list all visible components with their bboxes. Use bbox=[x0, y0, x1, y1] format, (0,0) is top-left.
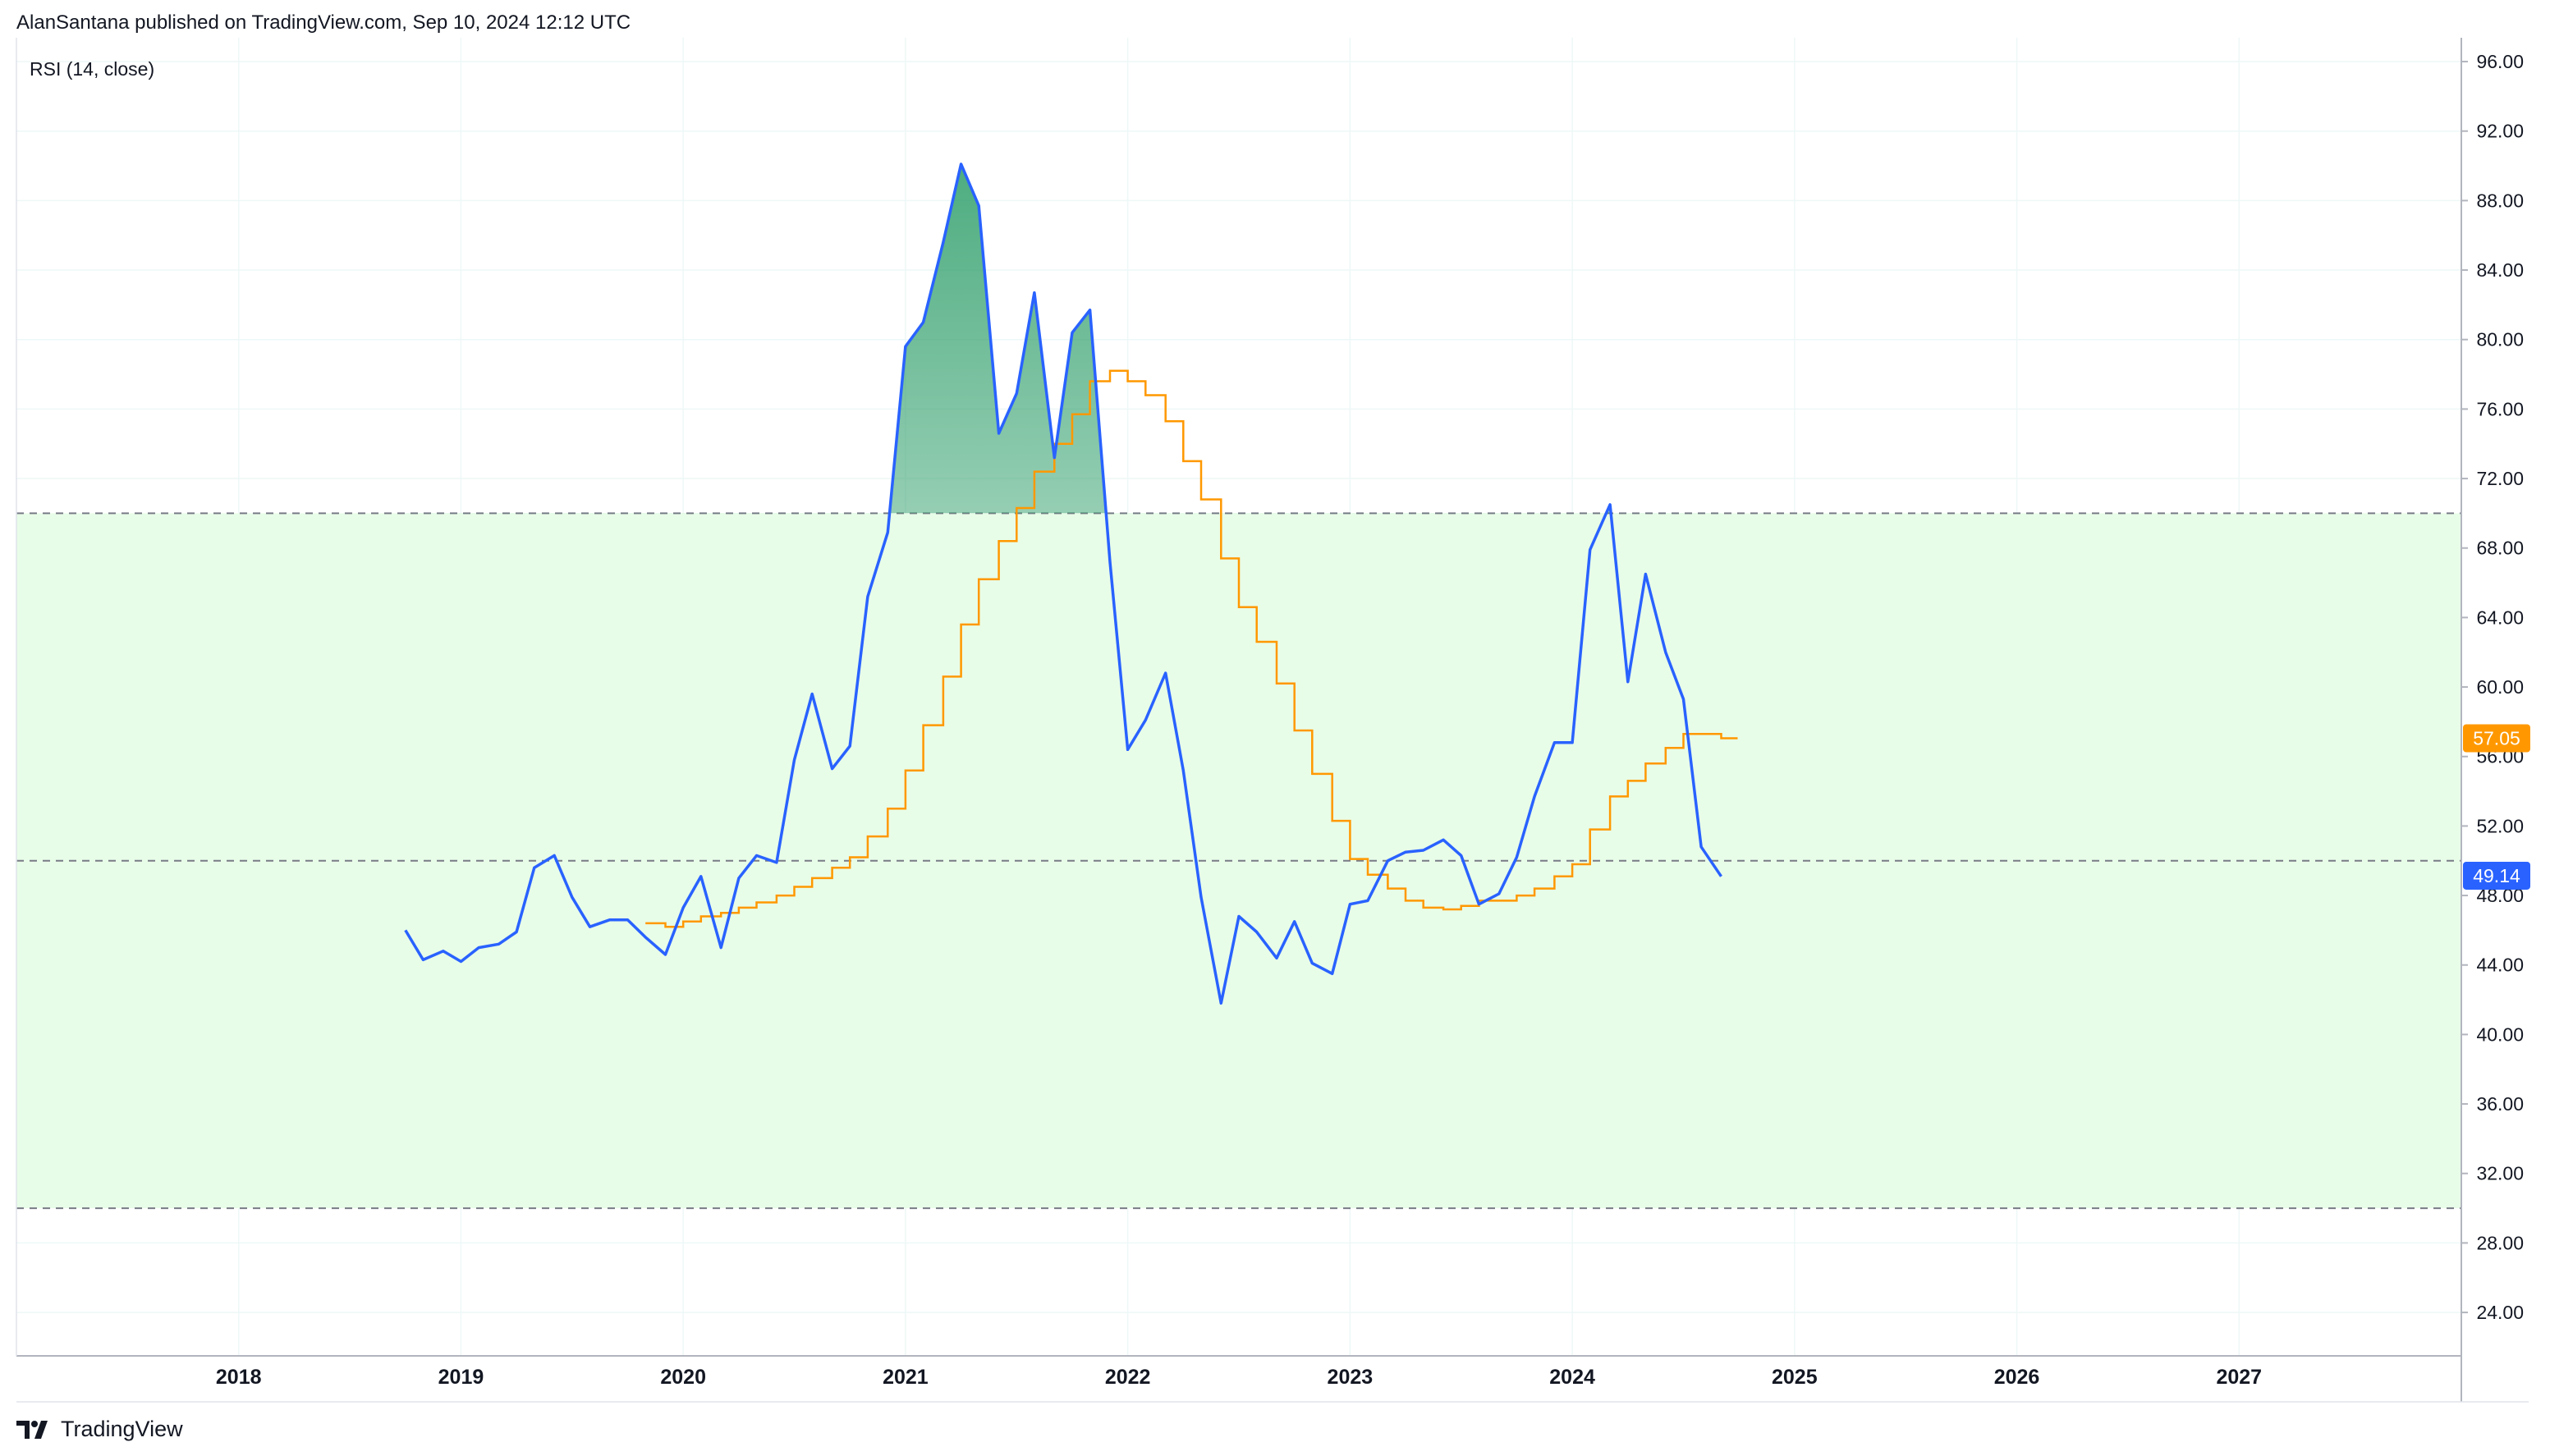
y-tick-label: 28.00 bbox=[2476, 1232, 2524, 1253]
y-tick-label: 84.00 bbox=[2476, 259, 2524, 281]
publisher-caption: AlanSantana published on TradingView.com… bbox=[16, 11, 631, 34]
x-tick-label: 2020 bbox=[660, 1366, 706, 1389]
rsi-line[interactable] bbox=[404, 163, 1722, 1005]
y-tick-label: 24.00 bbox=[2476, 1302, 2524, 1323]
last-value-tag-bg bbox=[2463, 724, 2530, 753]
x-tick-label: 2026 bbox=[1994, 1366, 2040, 1389]
y-tick-label: 52.00 bbox=[2476, 815, 2524, 836]
y-tick-label: 80.00 bbox=[2476, 329, 2524, 350]
y-tick-label: 44.00 bbox=[2476, 955, 2524, 976]
y-tick-label: 88.00 bbox=[2476, 190, 2524, 211]
axes bbox=[16, 38, 2529, 1403]
y-tick-label: 32.00 bbox=[2476, 1163, 2524, 1184]
tradingview-wordmark: TradingView bbox=[61, 1417, 183, 1441]
tradingview-logo-icon bbox=[16, 1420, 48, 1439]
x-tick-label: 2024 bbox=[1549, 1366, 1595, 1389]
last-value-tags: 57.05 49.14 bbox=[2463, 724, 2530, 890]
x-tick-label: 2022 bbox=[1105, 1366, 1151, 1389]
x-tick-label: 2018 bbox=[216, 1366, 262, 1389]
x-tick-label: 2025 bbox=[1772, 1366, 1818, 1389]
y-axis-ticks: 24.0028.0032.0036.0040.0044.0048.0052.00… bbox=[2461, 51, 2524, 1323]
y-tick-label: 68.00 bbox=[2476, 538, 2524, 559]
rsi-ma-line[interactable] bbox=[645, 369, 1738, 928]
band-lines bbox=[16, 512, 2461, 1210]
x-tick-label: 2021 bbox=[883, 1366, 929, 1389]
y-tick-label: 76.00 bbox=[2476, 398, 2524, 419]
x-tick-label: 2027 bbox=[2216, 1366, 2262, 1389]
last-value-tag-bg bbox=[2463, 861, 2530, 890]
y-tick-label: 64.00 bbox=[2476, 607, 2524, 628]
y-tick-label: 60.00 bbox=[2476, 676, 2524, 698]
x-tick-label: 2023 bbox=[1328, 1366, 1374, 1389]
last-value-tag-label: 57.05 bbox=[2473, 728, 2520, 749]
indicator-legend[interactable]: RSI (14, close) bbox=[30, 58, 154, 80]
x-tick-label: 2019 bbox=[438, 1366, 484, 1389]
y-tick-label: 92.00 bbox=[2476, 121, 2524, 142]
y-tick-label: 40.00 bbox=[2476, 1023, 2524, 1045]
x-axis-ticks: 2018 2019 2020 2021 2022 2023 2024 2025 2026 2027 bbox=[216, 1366, 2262, 1389]
y-tick-label: 96.00 bbox=[2476, 51, 2524, 72]
y-tick-label: 36.00 bbox=[2476, 1093, 2524, 1115]
tradingview-footer[interactable]: TradingView bbox=[16, 1417, 183, 1442]
last-value-tag-label: 49.14 bbox=[2473, 865, 2520, 886]
y-tick-label: 72.00 bbox=[2476, 468, 2524, 489]
overbought-gradient-fill bbox=[889, 163, 1612, 514]
